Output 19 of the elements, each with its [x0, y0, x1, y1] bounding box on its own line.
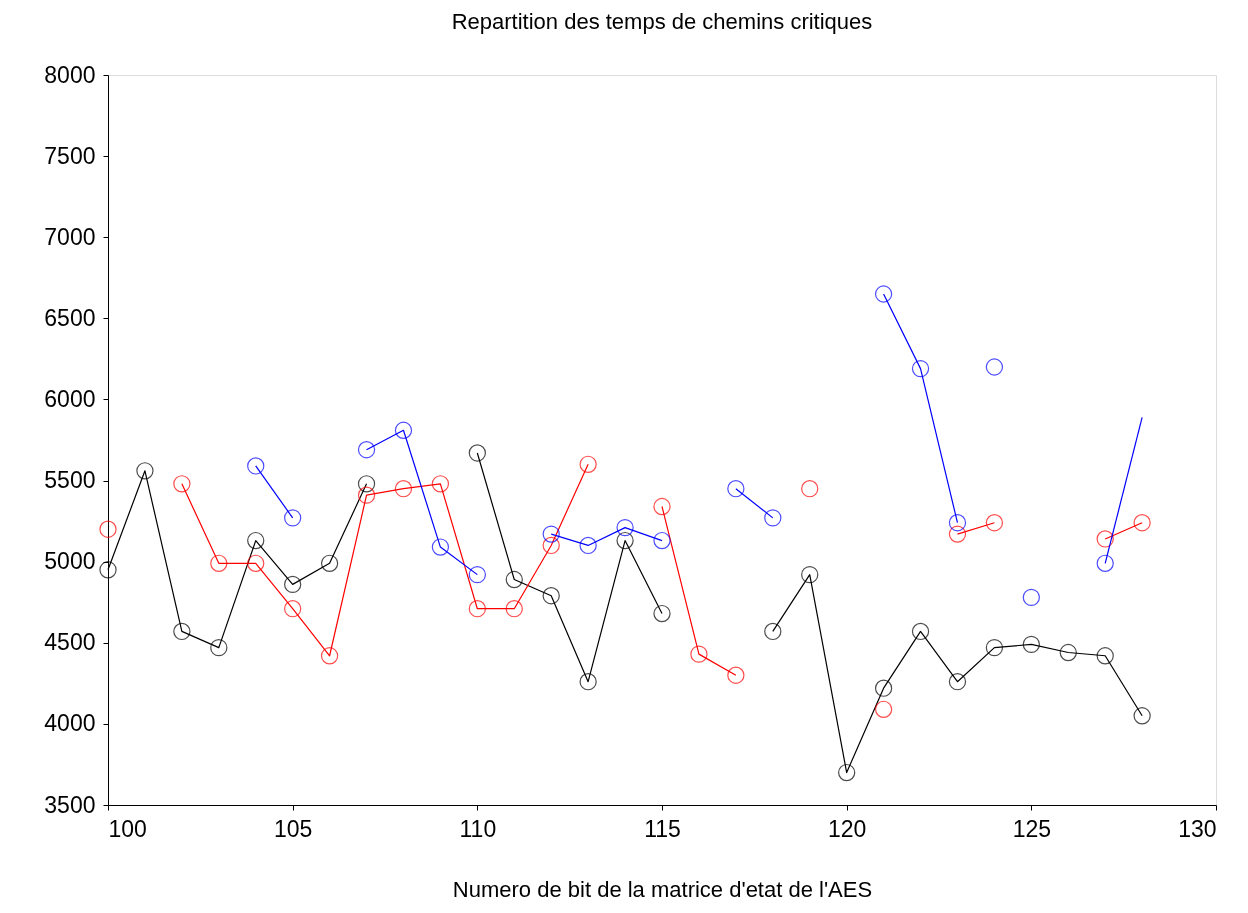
- y-tick-label: 3500: [44, 791, 96, 818]
- x-tick-label: 105: [273, 815, 313, 842]
- y-tick-label: 8000: [44, 61, 96, 88]
- x-tick-label: 125: [1012, 815, 1052, 842]
- x-tick-label: 130: [1178, 815, 1217, 842]
- y-tick-label: 6500: [44, 304, 96, 331]
- chart-title: Repartition des temps de chemins critiques: [451, 9, 873, 34]
- y-tick-label: 7000: [44, 223, 96, 250]
- x-axis-title: Numero de bit de la matrice d'etat de l'AES: [452, 876, 873, 902]
- y-tick-label: 7500: [44, 142, 96, 169]
- x-tick-label: 100: [108, 815, 147, 842]
- y-tick-label: 4000: [44, 710, 96, 737]
- x-tick-label: 115: [644, 815, 681, 842]
- x-tick-label: 110: [459, 815, 497, 842]
- y-tick-label: 5500: [44, 467, 96, 494]
- y-tick-label: 5000: [44, 548, 96, 575]
- y-tick-label: 6000: [44, 385, 96, 412]
- y-tick-label: 4500: [44, 629, 96, 656]
- x-tick-label: 120: [827, 815, 867, 842]
